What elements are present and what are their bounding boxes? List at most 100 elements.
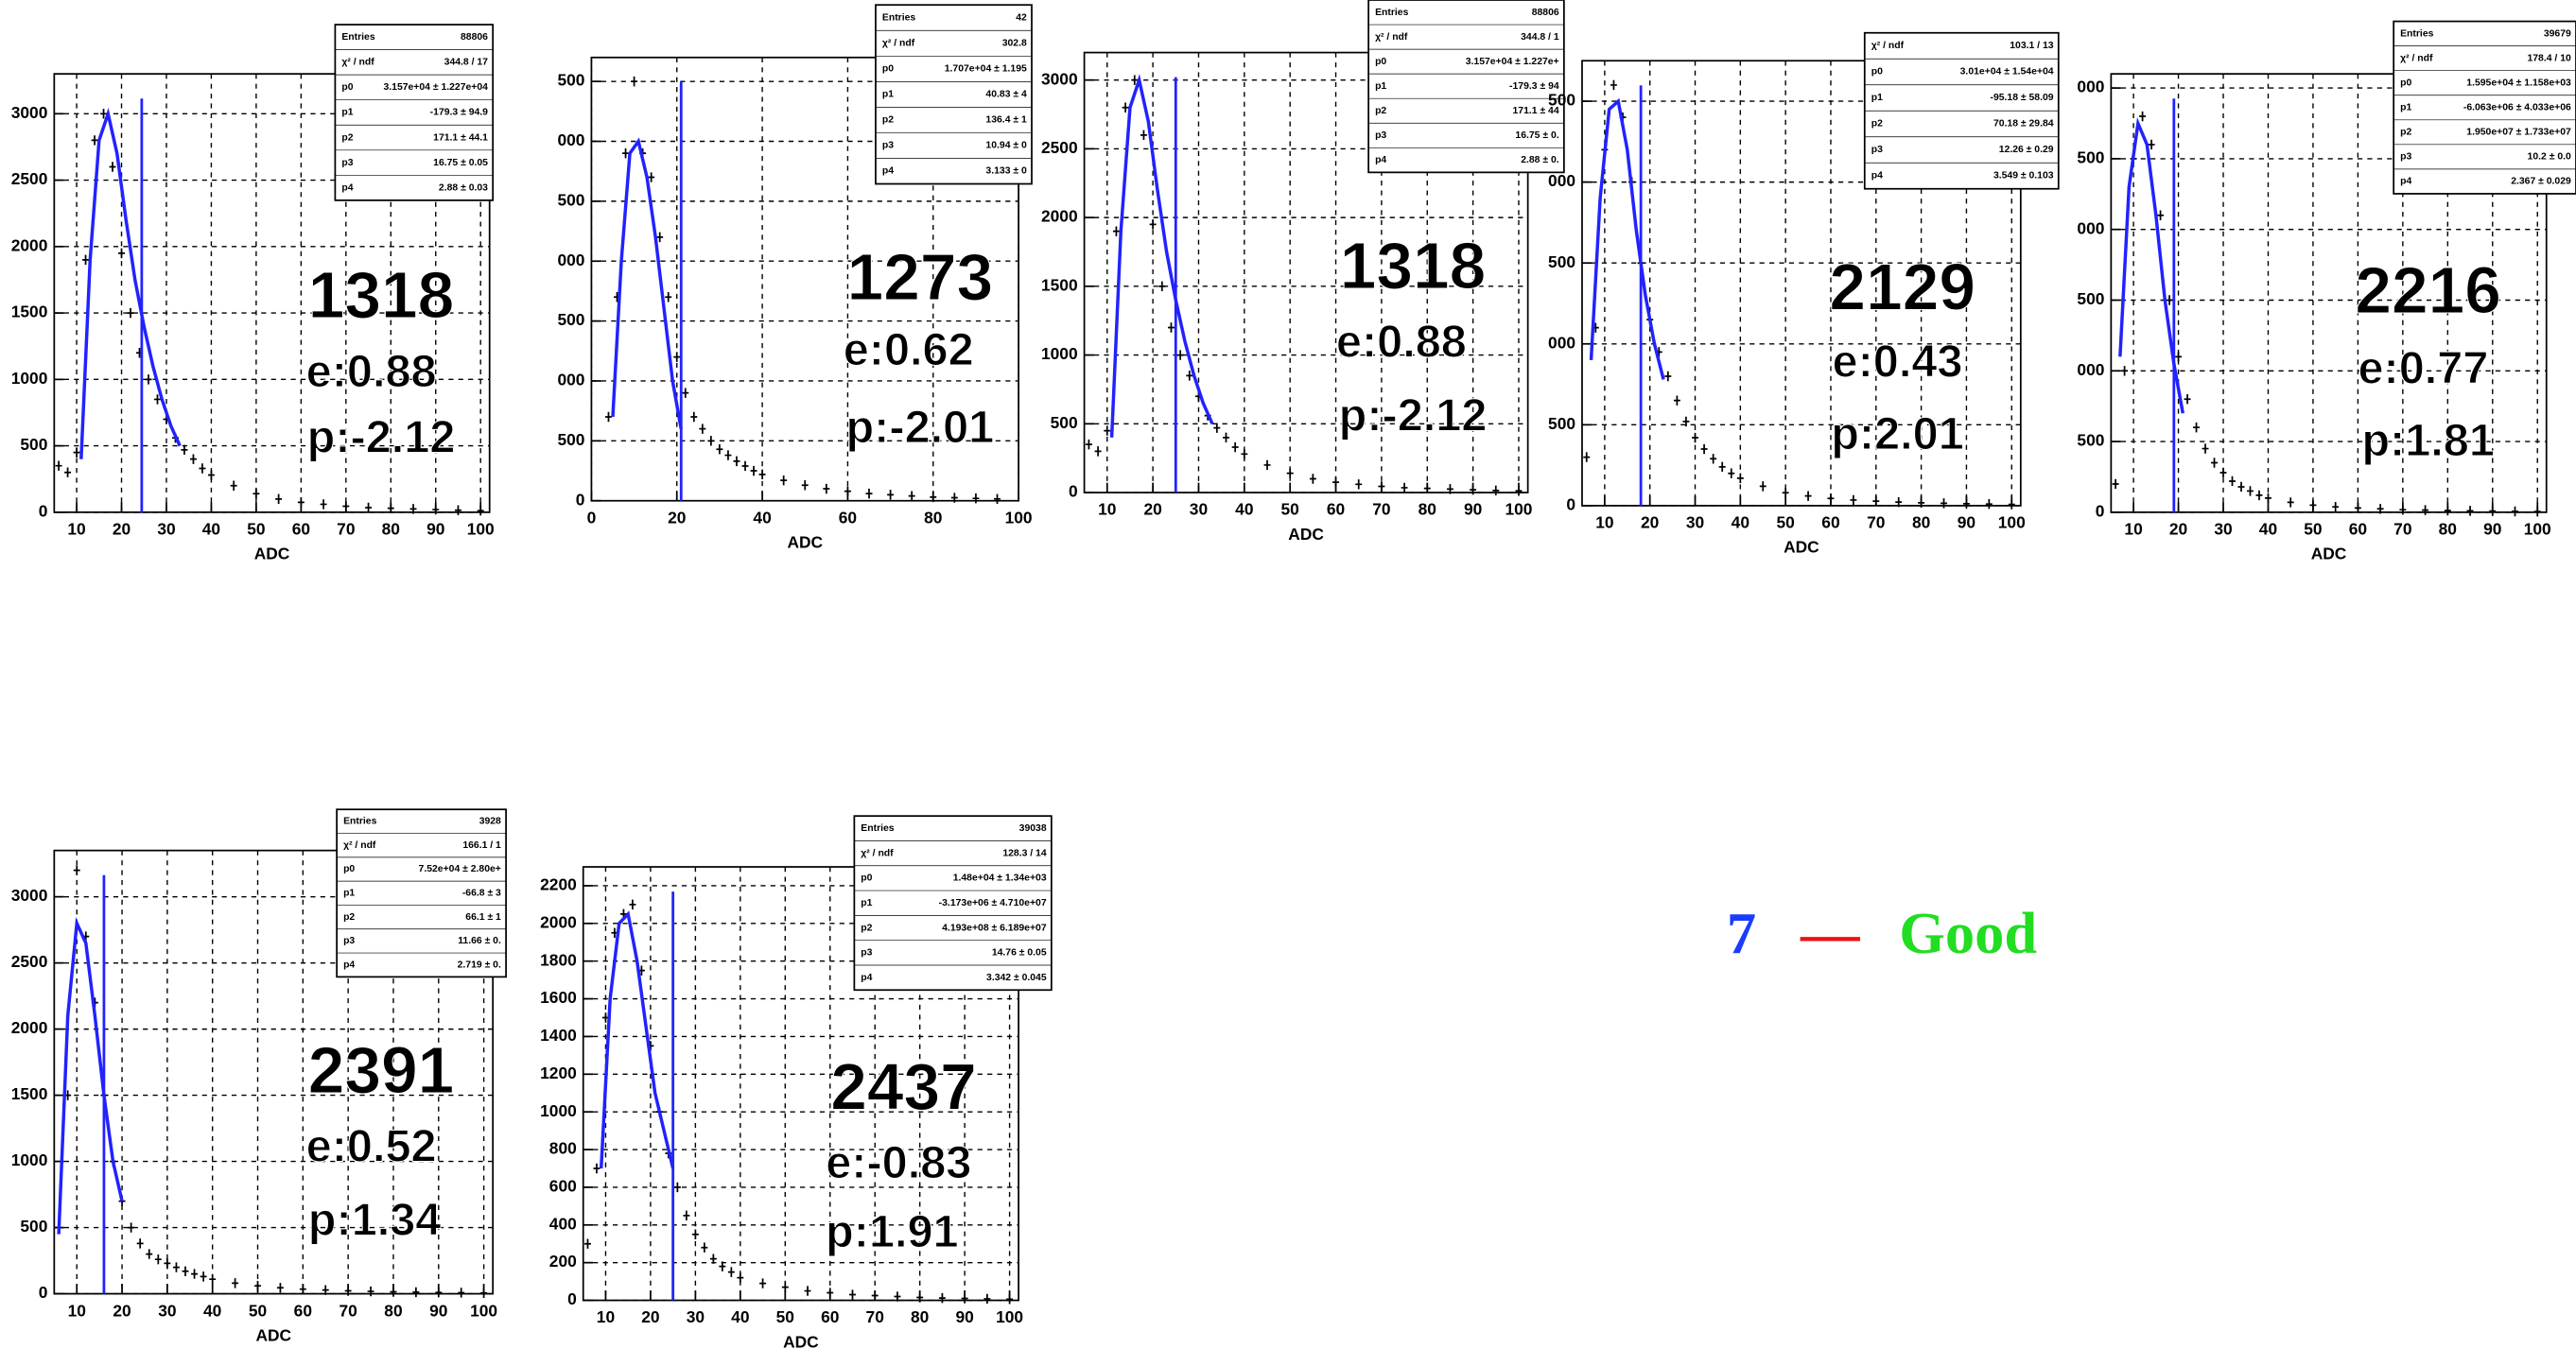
y-tick-label: 0 [1069, 482, 1078, 501]
x-tick-label: 90 [955, 1307, 973, 1326]
histogram-panel: 0 500 000 500 000 500 10 20 30 40 50 60 70 80 90 100 ADC… [1548, 31, 2060, 557]
annotation-count: 1318 [308, 258, 455, 332]
y-tick-label: 2500 [11, 169, 48, 188]
x-tick-label: 100 [2524, 520, 2551, 539]
data-point [2466, 506, 2474, 516]
data-point [181, 444, 188, 456]
histogram-panel: 0 500 1000 1500 2000 2500 3000 10 20 30 40 50 60 70 80… [11, 24, 495, 563]
data-point [2422, 505, 2429, 515]
stats-value: 178.4 / 10 [2527, 53, 2571, 63]
data-point [136, 1238, 144, 1249]
x-tick-label: 10 [2124, 520, 2142, 539]
stats-key: p1 [861, 898, 872, 908]
stats-key: χ² / ndf [882, 39, 915, 49]
data-point [2255, 490, 2263, 501]
data-point [367, 1286, 374, 1297]
stats-value: 3.342 ± 0.045 [986, 973, 1047, 983]
data-point [200, 1271, 207, 1282]
stats-value: 1.48e+04 ± 1.34e+03 [953, 873, 1047, 884]
stats-value: 2.88 ± 0. [1521, 155, 1559, 165]
data-point [387, 503, 394, 513]
data-point [683, 1210, 690, 1221]
data-point [709, 1254, 717, 1264]
y-tick-label: 500 [557, 71, 584, 90]
fit-curve [1589, 97, 1665, 380]
data-point [1673, 395, 1680, 406]
data-point [691, 1229, 699, 1239]
x-tick-label: 80 [1912, 513, 1930, 532]
data-point [972, 493, 980, 504]
data-point [2184, 393, 2191, 405]
x-tick-label: 90 [2483, 520, 2501, 539]
stats-key: p0 [343, 864, 355, 874]
data-point [1718, 461, 1726, 473]
data-point [844, 486, 851, 496]
data-point [2489, 506, 2497, 516]
x-tick-label: 70 [339, 1301, 357, 1320]
x-tick-label: 70 [1867, 513, 1885, 532]
x-tick-label: 100 [996, 1307, 1023, 1326]
data-point [154, 394, 161, 405]
stats-value: 1.595e+04 ± 1.158e+03 [2466, 78, 2571, 88]
data-point [656, 232, 664, 243]
stats-value: -95.18 ± 58.09 [1991, 93, 2054, 103]
x-tick-label: 100 [1998, 513, 2026, 532]
data-point [2121, 366, 2129, 376]
stats-value: 40.83 ± 4 [985, 90, 1027, 100]
x-tick-label: 10 [597, 1307, 615, 1326]
stats-key: p2 [861, 923, 872, 933]
data-point [109, 162, 116, 172]
stats-value: 10.2 ± 0.0 [2528, 152, 2571, 163]
stats-key: Entries [1375, 8, 1408, 18]
y-tick-label: 0 [39, 1283, 48, 1302]
data-point [342, 501, 350, 511]
data-point [2211, 458, 2219, 468]
data-point [1664, 371, 1672, 382]
data-point [64, 467, 72, 477]
data-point [480, 1288, 488, 1298]
data-point [299, 1284, 306, 1294]
data-point [232, 1278, 239, 1288]
stats-value: -3.173e+06 ± 4.710e+07 [939, 898, 1047, 908]
data-point [1918, 497, 1925, 509]
x-tick-label: 0 [587, 508, 597, 527]
data-point [737, 1272, 744, 1283]
x-axis-label: ADC [254, 545, 290, 563]
stats-key: p2 [343, 912, 355, 923]
stats-key: p4 [882, 166, 894, 177]
data-point [887, 490, 895, 500]
data-point [189, 454, 197, 464]
data-point [252, 488, 260, 499]
data-point [91, 135, 98, 146]
stats-value: 2.719 ± 0. [458, 960, 501, 970]
stats-value: 3.01e+04 ± 1.54e+04 [1960, 67, 2054, 78]
x-tick-label: 30 [157, 520, 175, 539]
histogram-panel: 0 500 1000 1500 2000 2500 3000 10 20 30 40 50 60 70 80… [11, 808, 507, 1344]
y-tick-label: 3000 [1041, 69, 1078, 88]
stats-value: 136.4 ± 1 [985, 115, 1027, 126]
stats-value: 11.66 ± 0. [458, 936, 501, 946]
stats-key: p3 [1871, 145, 1883, 155]
y-tick-label: 000 [2077, 360, 2104, 379]
data-point [2219, 467, 2227, 478]
data-point [1827, 493, 1835, 504]
stats-key: Entries [341, 32, 374, 43]
data-point [1470, 484, 1477, 495]
data-point [631, 76, 638, 87]
stats-value: 12.26 ± 0.29 [1999, 145, 2054, 155]
stats-value: 3928 [479, 817, 501, 827]
data-point [164, 1258, 171, 1269]
data-point [2512, 506, 2518, 517]
stats-key: p3 [2400, 152, 2411, 163]
annotation: e:-0.83 [826, 1137, 971, 1188]
stats-key: p0 [1375, 57, 1386, 67]
data-point [1492, 485, 1500, 496]
data-point [1176, 350, 1184, 360]
y-tick-label: 0 [567, 1289, 577, 1308]
stats-value: 42 [1016, 12, 1027, 23]
data-point [1112, 226, 1120, 236]
x-tick-label: 100 [1505, 500, 1532, 519]
y-tick-label: 000 [557, 251, 584, 269]
data-point [827, 1288, 834, 1298]
stats-value: 2.367 ± 0.029 [2511, 177, 2571, 187]
